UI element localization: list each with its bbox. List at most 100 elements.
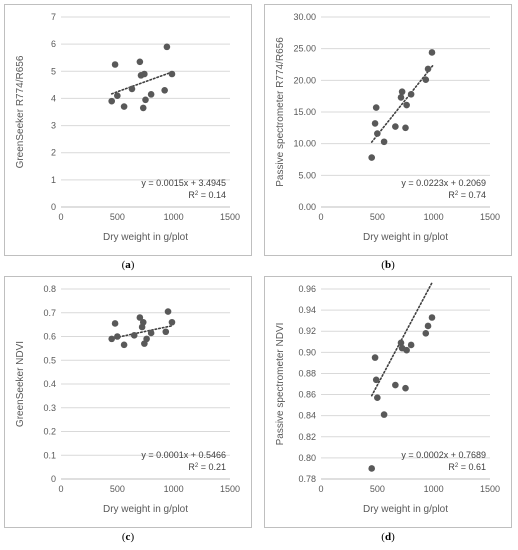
x-tick-label: 1000 (164, 484, 184, 494)
y-tick-label: 0.8 (43, 284, 56, 294)
data-point (141, 70, 148, 78)
chart-c-svg: 0 0.1 0.2 0.3 0.4 0.5 0.6 0.7 0.8 0 500 1000 1500 Dry… (15, 284, 240, 515)
y-tick-label: 0.86 (298, 390, 316, 400)
y-tick-label: 0.78 (298, 474, 316, 484)
y-tick-label: 0.92 (298, 326, 316, 336)
data-point (371, 120, 379, 127)
r2-value: = 0.21 (198, 462, 226, 472)
r-squared-label: R2 = 0.61 (448, 462, 486, 472)
y-tick-label: 7 (51, 12, 56, 22)
r2-superscript: 2 (195, 463, 199, 469)
x-tick-label: 1000 (424, 484, 444, 494)
y-tick-label: 0.84 (298, 411, 316, 421)
y-tick-label: 30.00 (293, 12, 316, 22)
data-point (380, 411, 388, 418)
y-tick-label: 0.96 (298, 284, 316, 294)
data-point (108, 335, 115, 343)
chart-panel-a: 0 1 2 3 4 5 6 7 0 500 1000 1500 Dry weight in g/plot… (4, 4, 252, 256)
data-point (368, 465, 375, 472)
data-point (136, 58, 144, 66)
data-point (422, 76, 430, 83)
panel-label-c: (c) (121, 531, 135, 543)
data-point (428, 314, 436, 321)
x-axis-title: Dry weight in g/plot (103, 504, 188, 515)
chart-panel-b: 0.00 5.00 10.00 15.00 20.00 25.00 30.00 0 500 100… (264, 4, 512, 256)
y-tick-label: 0.00 (298, 202, 316, 212)
data-point (161, 86, 168, 94)
trendline (110, 71, 174, 95)
data-point (168, 318, 176, 326)
trendline-equation: y = 0.0015x + 3.4945 (141, 178, 226, 188)
data-point (372, 104, 380, 111)
y-tick-label: 0.80 (298, 453, 316, 463)
y-tick-label: 0.2 (43, 427, 56, 437)
r2-value: = 0.14 (198, 190, 226, 200)
y-tick-label: 2 (51, 148, 56, 158)
trendline (370, 280, 434, 397)
y-axis-title: GreenSeeker R774/R656 (15, 55, 26, 168)
x-tick-label: 1000 (164, 212, 184, 222)
data-point (114, 92, 121, 100)
r2-letter: R (448, 462, 455, 472)
chart-a-svg: 0 1 2 3 4 5 6 7 0 500 1000 1500 Dry weight in g/plot… (15, 12, 240, 243)
y-tick-label: 3 (51, 121, 56, 131)
data-point (407, 341, 415, 349)
chart-b-svg: 0.00 5.00 10.00 15.00 20.00 25.00 30.00 0 500 100… (275, 12, 500, 243)
data-point (397, 339, 405, 347)
y-axis-title: GreenSeeker NDVI (15, 341, 26, 427)
y-tick-label: 4 (51, 93, 56, 103)
data-point (111, 320, 119, 327)
data-point (380, 138, 388, 146)
y-tick-label: 0.1 (43, 450, 56, 460)
y-tick-label: 5.00 (298, 170, 316, 180)
x-tick-label: 0 (58, 212, 63, 222)
x-tick-label: 1500 (480, 212, 500, 222)
r2-superscript: 2 (455, 191, 459, 197)
data-point (422, 330, 430, 337)
trendline-equation: y = 0.0001x + 0.5466 (141, 450, 226, 460)
data-point (372, 376, 380, 384)
data-point (374, 130, 381, 137)
data-point (163, 43, 171, 51)
data-point (136, 314, 144, 321)
y-tick-label: 5 (51, 66, 56, 76)
x-axis-title: Dry weight in g/plot (363, 232, 448, 243)
data-point (407, 90, 415, 98)
data-point (139, 318, 147, 326)
data-point (371, 354, 379, 361)
trendline (370, 65, 434, 143)
data-point (368, 154, 375, 161)
y-tick-label: 20.00 (293, 75, 316, 85)
x-tick-label: 1500 (220, 212, 240, 222)
panel-label-a: (a) (121, 259, 135, 271)
r-squared-label: R2 = 0.14 (188, 190, 226, 200)
y-tick-label: 0.5 (43, 355, 56, 365)
r2-letter: R (448, 190, 455, 200)
y-tick-label: 10.00 (293, 139, 316, 149)
data-point (402, 384, 409, 392)
data-point (403, 346, 410, 354)
data-point (424, 322, 432, 330)
trendline (110, 324, 174, 340)
y-tick-label: 1 (51, 175, 56, 185)
data-point (392, 123, 399, 130)
data-point (147, 329, 155, 337)
data-point (114, 333, 121, 340)
y-tick-label: 0.94 (298, 305, 316, 315)
data-point (403, 101, 410, 109)
data-point (111, 61, 119, 68)
data-point (402, 124, 409, 132)
x-axis-title: Dry weight in g/plot (103, 232, 188, 243)
data-point (398, 88, 406, 96)
chart-panel-d: 0.78 0.80 0.82 0.84 0.86 0.88 0.90 0.92 0.94 0.96… (264, 276, 512, 528)
r2-letter: R (188, 462, 195, 472)
data-point (397, 94, 405, 101)
trendline-equation: y = 0.0223x + 0.2069 (401, 178, 486, 188)
y-tick-label: 0 (51, 202, 56, 212)
y-tick-label: 15.00 (293, 107, 316, 117)
data-point (120, 103, 128, 110)
data-point (424, 65, 432, 73)
y-tick-label: 25.00 (293, 44, 316, 54)
data-point (168, 70, 176, 78)
data-point (108, 97, 115, 105)
